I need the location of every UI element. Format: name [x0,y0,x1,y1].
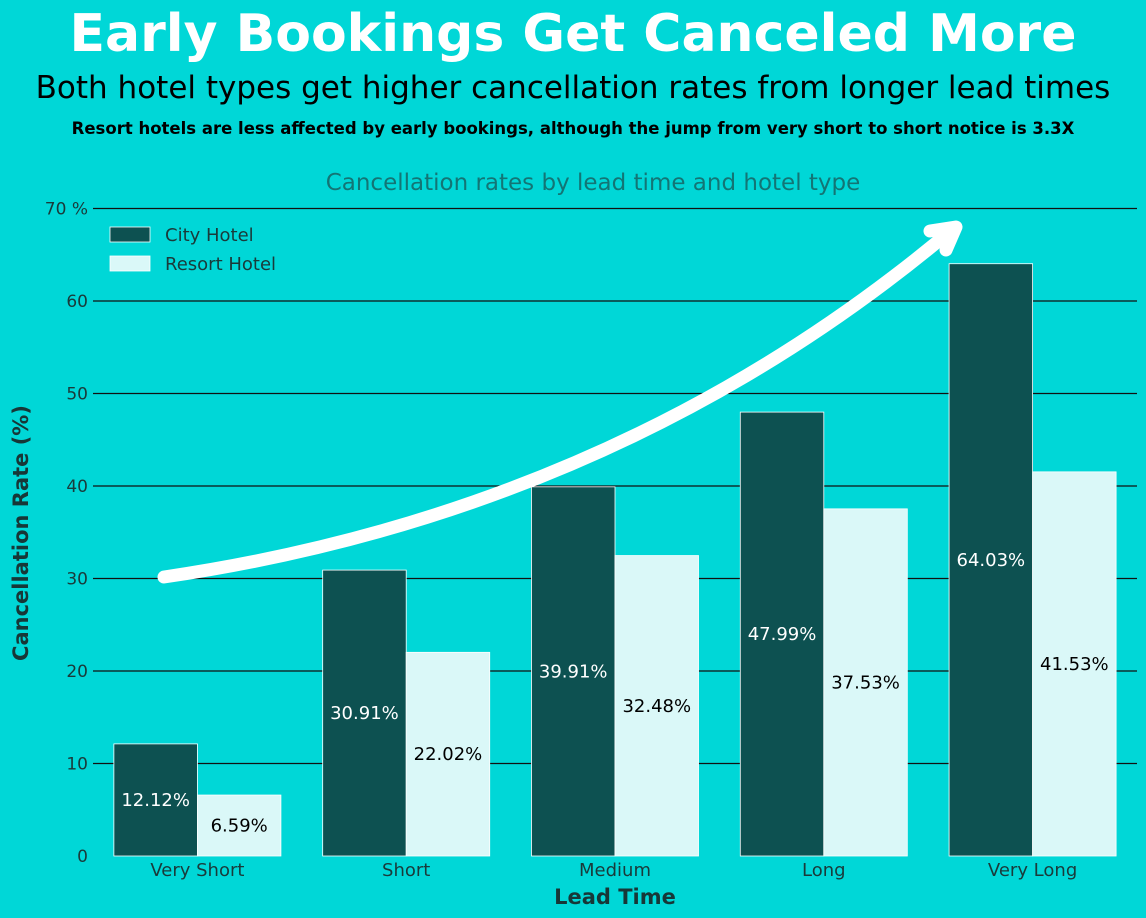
data-label: 39.91% [539,661,608,682]
data-label: 41.53% [1040,654,1109,675]
page-subtitle: Both hotel types get higher cancellation… [35,70,1111,106]
bar-city [531,486,616,857]
chart-title: Cancellation rates by lead time and hote… [326,170,861,196]
page-title: Early Bookings Get Canceled More [69,4,1077,64]
legend-swatch [109,255,151,272]
data-label: 6.59% [211,816,268,837]
bar-resort [405,651,491,857]
x-tick-label: Medium [579,860,651,881]
y-tick-label: 10 [66,755,88,775]
bar-resort [196,794,282,857]
data-label: 30.91% [330,703,399,724]
page-note: Resort hotels are less affected by early… [71,119,1075,138]
legend: City Hotel Resort Hotel [109,225,276,275]
bar-city [113,743,198,857]
trend-arrow-shaft [157,221,961,584]
y-tick-label: 50 [66,385,88,405]
y-axis-ticks: 0 10 20 30 40 50 60 70 % [45,200,88,868]
x-tick-label: Very Short [150,860,244,881]
y-axis-label: Cancellation Rate (%) [9,405,33,661]
bar-city [322,569,407,857]
data-label: 47.99% [748,624,817,645]
bar-resort [614,555,699,857]
x-axis-ticks: Very Short Short Medium Long Very Long [150,860,1077,881]
x-tick-label: Very Long [988,860,1077,881]
data-label: 64.03% [957,550,1026,571]
x-tick-label: Long [802,860,846,881]
bars [113,263,1117,857]
x-axis-label: Lead Time [554,885,676,909]
trend-arrow [157,220,963,584]
data-label: 32.48% [622,696,691,717]
legend-label: City Hotel [165,225,254,246]
data-label: 12.12% [121,790,190,811]
data-label: 37.53% [831,672,900,693]
legend-label: Resort Hotel [165,254,276,275]
bar-city [739,411,825,857]
legend-swatch [109,226,151,243]
y-tick-label: 30 [66,570,88,590]
bar-resort [823,508,908,857]
trend-arrow-head [923,220,963,257]
y-tick-label: 20 [66,662,88,682]
y-tick-label: 0 [77,847,88,867]
data-labels: 12.12% 6.59% 30.91% 22.02% 39.91% 32.48% 47.99… [121,550,1108,837]
y-tick-label: 40 [66,477,88,497]
data-label: 22.02% [414,744,483,765]
bar-city [948,263,1034,857]
x-tick-label: Short [382,860,430,881]
y-tick-label: 70 % [45,200,88,220]
bar-resort [1032,471,1117,857]
y-tick-label: 60 [66,292,88,312]
